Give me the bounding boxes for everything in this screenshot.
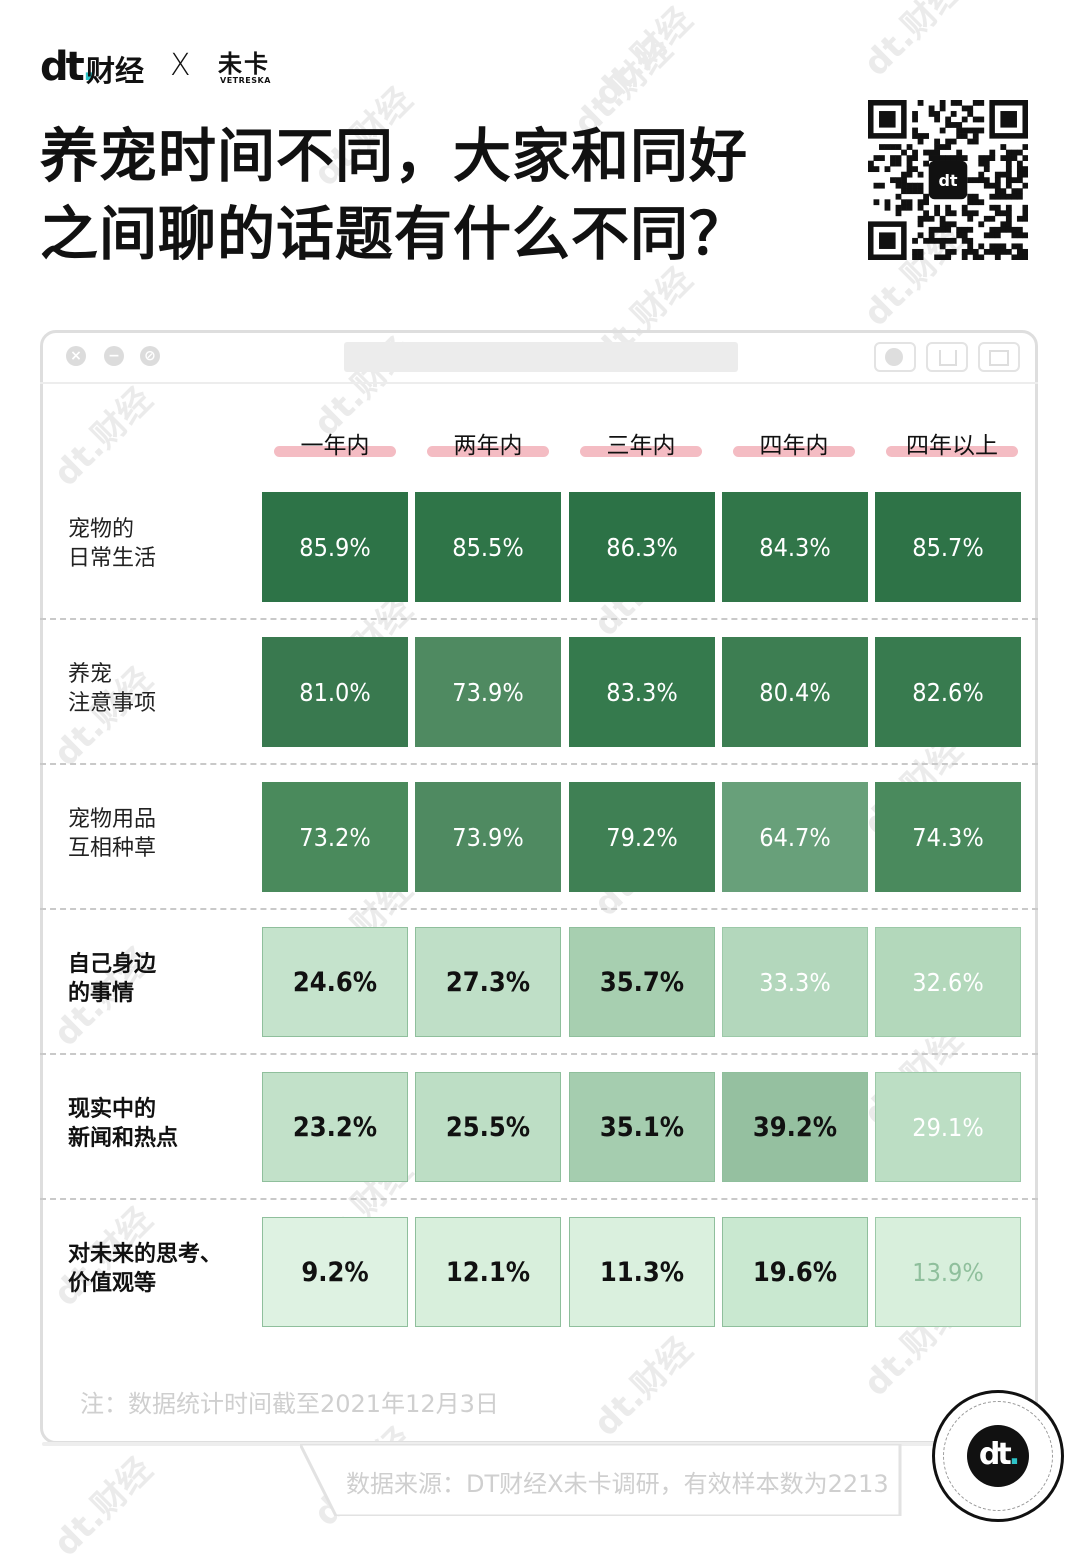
dt-logo: dt. (40, 44, 97, 90)
page-title-line-2: 之间聊的话题有什么不同？ (40, 200, 749, 268)
heatmap-cell: 80.4% (722, 637, 868, 747)
heatmap-cell: 81.0% (262, 637, 408, 747)
heatmap-cell: 33.3% (722, 927, 868, 1037)
row-label-6: 对未来的思考、 价值观等 (68, 1242, 223, 1296)
heatmap-cell: 84.3% (722, 492, 868, 602)
row-separator (40, 1053, 1038, 1055)
heatmap-cell: 13.9% (875, 1217, 1021, 1327)
heatmap-cell: 24.6% (262, 927, 408, 1037)
heatmap-cell: 29.1% (875, 1072, 1021, 1182)
page-title-line-1: 养宠时间不同，大家和同好 (40, 122, 749, 190)
row-label-2: 养宠 注意事项 (68, 662, 157, 716)
row-separator (40, 618, 1038, 620)
column-header-1: 一年内 (274, 426, 396, 460)
data-source: 数据来源：DT财经X未卡调研，有效样本数为2213 (346, 1470, 889, 1498)
watermark: dt.财经 (46, 1449, 161, 1565)
brand-x: X (170, 48, 191, 83)
footnote: 注：数据统计时间截至2021年12月3日 (80, 1390, 499, 1418)
heatmap-cell: 35.1% (569, 1072, 715, 1182)
record-icon (874, 342, 916, 372)
heatmap-cell: 86.3% (569, 492, 715, 602)
column-header-5: 四年以上 (886, 426, 1018, 460)
heatmap-cell: 39.2% (722, 1072, 868, 1182)
window-icon (978, 342, 1020, 372)
source-tab (300, 1444, 902, 1516)
heatmap-cell: 85.5% (415, 492, 561, 602)
heatmap-cell: 74.3% (875, 782, 1021, 892)
heatmap-cell: 9.2% (262, 1217, 408, 1327)
row-label-1: 宠物的 日常生活 (68, 517, 157, 571)
row-label-3: 宠物用品 互相种草 (68, 807, 157, 861)
heatmap-cell: 73.2% (262, 782, 408, 892)
dt-logo-icon: dt. (967, 1425, 1029, 1487)
row-label-5: 现实中的 新闻和热点 (68, 1097, 179, 1151)
heatmap-cell: 73.9% (415, 637, 561, 747)
close-icon: × (66, 346, 86, 366)
svg-text:dt: dt (938, 171, 957, 190)
row-separator (40, 908, 1038, 910)
heatmap-cell: 12.1% (415, 1217, 561, 1327)
row-label-4: 自己身边 的事情 (68, 952, 157, 1006)
blocked-icon: ⊘ (140, 346, 160, 366)
brand-caijing: 财经 (86, 54, 145, 88)
row-separator (40, 763, 1038, 765)
qr-code-icon: dt (868, 100, 1028, 260)
heatmap-cell: 19.6% (722, 1217, 868, 1327)
heatmap-cell: 83.3% (569, 637, 715, 747)
column-header-4: 四年内 (733, 426, 855, 460)
heatmap-cell: 82.6% (875, 637, 1021, 747)
heatmap-cell: 79.2% (569, 782, 715, 892)
brand-weika: 未卡 (218, 50, 270, 78)
heatmap-cell: 85.7% (875, 492, 1021, 602)
address-bar (344, 342, 738, 372)
column-header-2: 两年内 (427, 426, 549, 460)
row-separator (40, 1198, 1038, 1200)
heatmap-cell: 23.2% (262, 1072, 408, 1182)
frame-divider (40, 382, 1038, 384)
column-header-3: 三年内 (580, 426, 702, 460)
share-icon (926, 342, 968, 372)
heatmap-cell: 25.5% (415, 1072, 561, 1182)
brand-vetreska: VETRESKA (220, 76, 271, 85)
minimize-icon: − (104, 346, 124, 366)
heatmap-cell: 35.7% (569, 927, 715, 1037)
dt-logo-badge: dt. (932, 1390, 1064, 1522)
heatmap-cell: 27.3% (415, 927, 561, 1037)
heatmap-cell: 11.3% (569, 1217, 715, 1327)
watermark: dt.财经 (856, 0, 971, 85)
heatmap-cell: 64.7% (722, 782, 868, 892)
heatmap-cell: 85.9% (262, 492, 408, 602)
heatmap-cell: 32.6% (875, 927, 1021, 1037)
heatmap-cell: 73.9% (415, 782, 561, 892)
